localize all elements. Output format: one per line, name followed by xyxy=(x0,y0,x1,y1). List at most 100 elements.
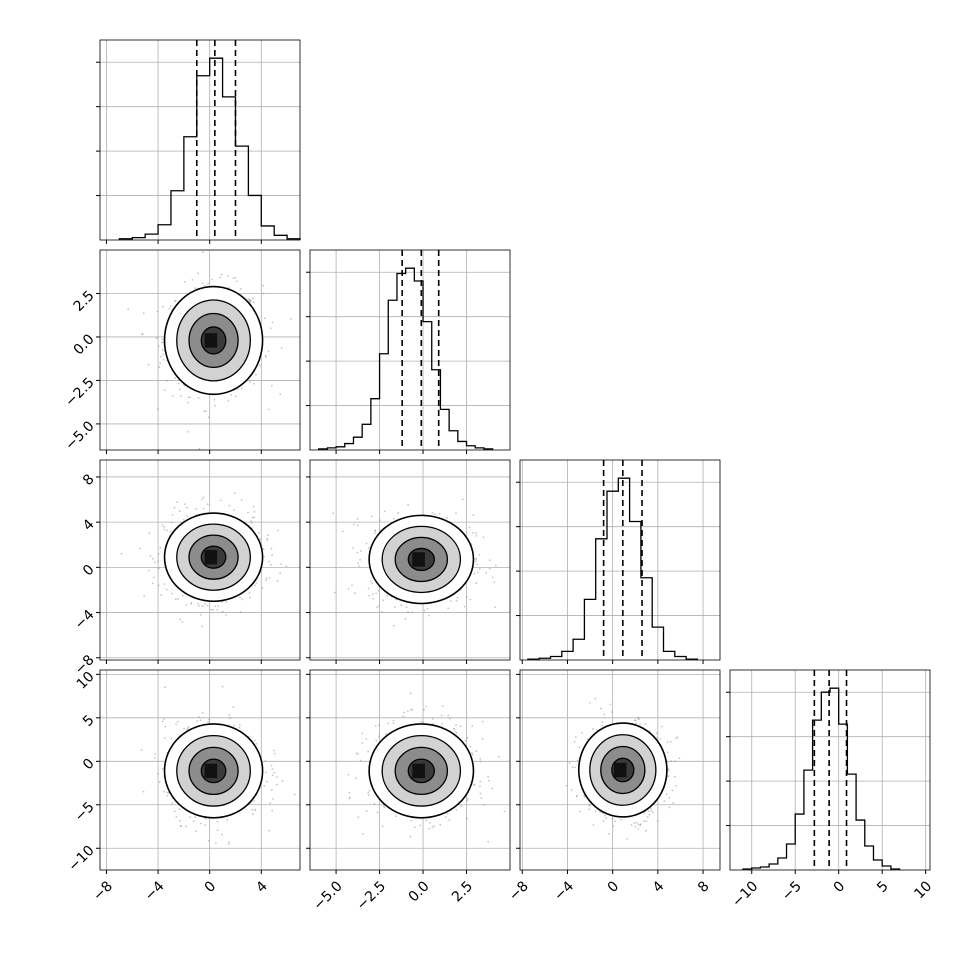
sample-point xyxy=(210,608,213,611)
sample-point xyxy=(161,341,163,344)
sample-point xyxy=(456,596,459,599)
sample-point xyxy=(196,720,199,723)
sample-point xyxy=(234,276,237,279)
sample-point xyxy=(194,287,197,290)
sample-point xyxy=(158,366,161,368)
y-tick-label: −5 xyxy=(72,799,98,825)
sample-point xyxy=(254,809,257,812)
sample-point xyxy=(189,396,191,399)
sample-point xyxy=(475,558,478,560)
sample-point xyxy=(407,503,409,506)
sample-point xyxy=(262,284,264,287)
panel-frame xyxy=(309,459,511,661)
sample-point xyxy=(635,821,638,824)
sample-point xyxy=(233,492,236,494)
sample-point xyxy=(171,802,174,805)
sample-point xyxy=(439,823,442,826)
contour-line xyxy=(577,722,668,818)
sample-point xyxy=(409,835,412,838)
sample-point xyxy=(148,532,151,535)
sample-point xyxy=(455,732,458,734)
sample-point xyxy=(268,577,271,579)
sample-point xyxy=(248,300,251,302)
sample-point xyxy=(271,768,274,770)
density-peak-cell xyxy=(613,762,627,778)
sample-point xyxy=(273,749,275,752)
y-tick-label: −10 xyxy=(65,843,97,875)
sample-point xyxy=(253,516,256,518)
sample-point xyxy=(148,569,150,572)
sample-point xyxy=(630,824,633,826)
sample-point xyxy=(400,604,403,607)
sample-point xyxy=(375,739,378,742)
sample-point xyxy=(162,358,165,361)
sample-point xyxy=(448,717,451,720)
sample-point xyxy=(279,572,281,575)
sample-point xyxy=(578,746,581,749)
sample-point xyxy=(446,812,449,815)
sample-point xyxy=(221,833,224,836)
x-tick-label: −4 xyxy=(551,878,577,904)
sample-point xyxy=(251,527,254,529)
sample-point xyxy=(637,823,640,826)
sample-point xyxy=(179,618,181,621)
x-tick-label: −8 xyxy=(506,878,532,904)
sample-point xyxy=(441,722,443,725)
sample-point xyxy=(357,524,359,527)
sample-point xyxy=(656,819,659,822)
sample-point xyxy=(195,508,198,510)
sample-point xyxy=(213,398,216,401)
sample-point xyxy=(433,513,436,515)
sample-point xyxy=(271,809,274,812)
sample-point xyxy=(639,723,641,726)
sample-point xyxy=(674,775,676,778)
sample-point xyxy=(182,519,185,521)
sample-point xyxy=(214,605,217,608)
x-tick-label: 0 xyxy=(202,878,220,896)
sample-point xyxy=(428,827,430,830)
sample-point xyxy=(248,299,251,302)
sample-point xyxy=(668,797,671,799)
sample-point xyxy=(214,404,217,407)
sample-point xyxy=(204,818,207,820)
sample-point xyxy=(202,507,205,510)
sample-point xyxy=(353,592,356,595)
sample-point xyxy=(481,737,484,740)
sample-point xyxy=(183,727,185,730)
sample-point xyxy=(241,598,244,601)
sample-point xyxy=(648,810,650,813)
sample-point xyxy=(232,706,235,708)
sample-point xyxy=(272,798,274,800)
sample-point xyxy=(460,805,462,808)
sample-point xyxy=(488,779,490,782)
histogram-panel-4 xyxy=(726,669,931,874)
sample-point xyxy=(477,571,479,574)
sample-point xyxy=(475,534,478,537)
sample-point xyxy=(667,768,670,770)
sample-point xyxy=(154,561,156,564)
sample-point xyxy=(273,752,276,755)
sample-point xyxy=(253,510,256,513)
sample-point xyxy=(170,737,173,740)
sample-point xyxy=(656,736,658,739)
sample-point xyxy=(174,598,177,601)
sample-point xyxy=(263,317,266,320)
scatter-content xyxy=(120,492,288,628)
sample-point xyxy=(376,811,379,814)
sample-point xyxy=(373,803,376,805)
sample-point xyxy=(620,818,622,821)
sample-point xyxy=(127,308,130,311)
x-tick-label: 0.0 xyxy=(406,878,433,905)
sample-point xyxy=(240,387,243,390)
sample-point xyxy=(227,275,230,277)
sample-point xyxy=(230,394,232,396)
sample-point xyxy=(394,606,396,608)
sample-point xyxy=(614,820,617,823)
sample-point xyxy=(464,739,467,742)
sample-point xyxy=(447,607,450,610)
sample-point xyxy=(668,806,671,809)
sample-point xyxy=(187,726,190,728)
sample-point xyxy=(259,364,261,367)
contour-line xyxy=(381,525,462,594)
sample-point xyxy=(268,560,270,563)
